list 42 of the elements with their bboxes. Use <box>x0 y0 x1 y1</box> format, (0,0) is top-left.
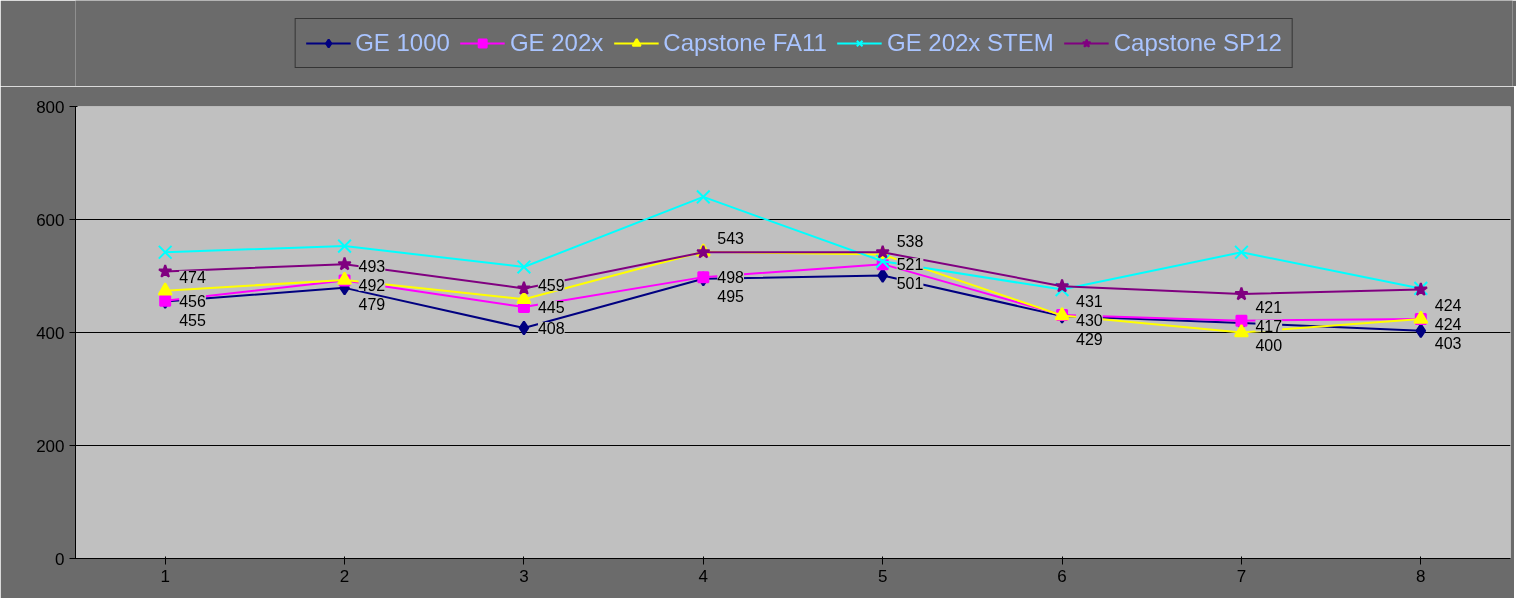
data-label: 459 <box>537 277 565 295</box>
data-label: 538 <box>896 232 924 250</box>
y-tick-label: 600 <box>36 210 65 230</box>
x-tick-label: 5 <box>877 566 888 586</box>
y-tick-label: 0 <box>55 549 65 569</box>
data-label: 543 <box>717 229 745 247</box>
data-label: 495 <box>717 288 745 306</box>
data-label: 430 <box>1076 311 1103 329</box>
legend-label: GE 1000 <box>355 29 450 57</box>
data-label: 474 <box>179 268 206 286</box>
y-tick-label: 800 <box>36 97 65 117</box>
legend-label: GE 202x <box>509 29 604 57</box>
data-label: 417 <box>1255 317 1283 335</box>
x-tick-label: 6 <box>1057 566 1067 586</box>
data-label: 400 <box>1255 336 1283 354</box>
legend-label: Capstone FA11 <box>663 29 827 57</box>
legend-label: Capstone SP12 <box>1113 29 1282 57</box>
data-label: 493 <box>358 257 386 275</box>
y-tick-label: 200 <box>36 436 65 456</box>
data-label: 424 <box>1434 315 1462 333</box>
data-label: 445 <box>537 299 565 317</box>
y-tick-label: 400 <box>36 323 65 343</box>
data-label: 521 <box>896 256 924 274</box>
data-label: 431 <box>1076 292 1103 310</box>
x-tick-label: 8 <box>1416 566 1426 586</box>
legend-label: GE 202x STEM <box>886 29 1054 57</box>
data-label: 492 <box>358 276 386 294</box>
x-tick-label: 4 <box>698 566 709 586</box>
x-tick-label: 1 <box>160 566 170 586</box>
x-tick-label: 3 <box>519 566 529 586</box>
data-label: 501 <box>896 275 924 293</box>
data-label: 424 <box>1434 296 1462 314</box>
data-label: 429 <box>1076 330 1103 348</box>
data-label: 408 <box>537 319 565 337</box>
x-tick-label: 2 <box>339 566 350 586</box>
data-label: 479 <box>358 295 386 313</box>
data-label: 403 <box>1434 334 1462 352</box>
data-label: 498 <box>717 269 745 287</box>
data-label: 456 <box>179 292 206 310</box>
data-label: 421 <box>1255 298 1283 316</box>
x-tick-label: 7 <box>1236 566 1247 586</box>
data-label: 455 <box>179 311 206 329</box>
